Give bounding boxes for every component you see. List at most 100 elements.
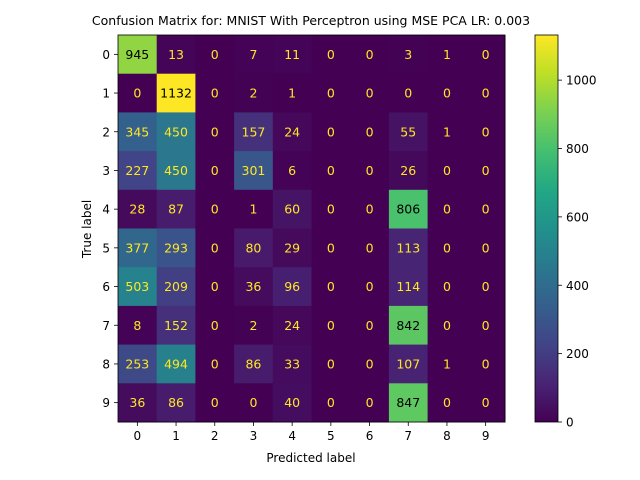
cell-value-3-4: 6: [288, 163, 296, 178]
heatmap-cell-7-7: [388, 305, 429, 346]
cell-value-0-9: 0: [482, 47, 490, 62]
cell-value-8-4: 33: [284, 356, 300, 371]
cell-value-0-1: 13: [168, 47, 184, 62]
colorbar-tick-label: 0: [566, 416, 574, 430]
heatmap-cell-1-5: [311, 73, 351, 113]
heatmap-cell-7-6: [350, 305, 390, 346]
cell-value-4-1: 87: [168, 202, 184, 217]
cell-value-3-3: 301: [242, 163, 266, 178]
heatmap-cell-8-0: [118, 344, 158, 384]
heatmap-cell-8-6: [350, 344, 390, 384]
cell-value-7-2: 0: [211, 318, 219, 333]
heatmap-cell-5-3: [234, 228, 274, 268]
colorbar-tick-label: 600: [566, 210, 589, 224]
heatmap-cell-8-7: [388, 344, 429, 384]
heatmap-cell-7-3: [234, 305, 274, 346]
y-tick-label: 5: [102, 241, 110, 255]
cell-value-8-8: 1: [443, 356, 451, 371]
heatmap-cell-8-3: [234, 344, 274, 384]
heatmap-cell-7-1: [156, 305, 196, 346]
heatmap-cell-0-3: [234, 35, 274, 75]
cell-value-3-0: 227: [125, 163, 149, 178]
colorbar-tick-label: 200: [566, 347, 589, 361]
cell-value-6-9: 0: [482, 279, 490, 294]
heatmap-cell-0-8: [427, 35, 467, 75]
heatmap-cell-0-7: [388, 35, 429, 75]
heatmap-cell-6-0: [118, 267, 158, 307]
cell-value-9-7: 847: [396, 395, 420, 410]
heatmap-cell-7-4: [272, 305, 312, 346]
heatmap-cell-1-6: [350, 73, 390, 113]
x-tick-label: 7: [404, 429, 412, 443]
heatmap-cell-9-7: [388, 383, 429, 423]
colorbar-tick-label: 400: [566, 279, 589, 293]
heatmap-cell-4-9: [466, 189, 506, 229]
cell-value-5-8: 0: [443, 240, 451, 255]
heatmap-cell-7-0: [118, 305, 158, 346]
heatmap-cell-1-1: [156, 73, 196, 113]
cell-value-0-5: 0: [327, 47, 335, 62]
cell-value-8-3: 86: [245, 356, 261, 371]
cell-value-9-5: 0: [327, 395, 335, 410]
heatmap-cell-3-6: [350, 151, 390, 191]
cell-value-6-3: 36: [245, 279, 261, 294]
cell-value-9-0: 36: [129, 395, 145, 410]
heatmap-cell-4-7: [388, 189, 429, 229]
cell-value-6-6: 0: [366, 279, 374, 294]
heatmap-cell-4-1: [156, 189, 196, 229]
heatmap-cell-5-4: [272, 228, 312, 268]
cell-value-2-7: 55: [400, 124, 416, 139]
cell-value-1-9: 0: [482, 86, 490, 101]
heatmap-cell-3-8: [427, 151, 467, 191]
heatmap-cell-6-4: [272, 267, 312, 307]
cell-value-7-8: 0: [443, 318, 451, 333]
cell-value-5-5: 0: [327, 240, 335, 255]
cell-value-3-9: 0: [482, 163, 490, 178]
cell-value-2-4: 24: [284, 124, 300, 139]
cell-value-1-4: 1: [288, 86, 296, 101]
heatmap-cell-2-2: [195, 112, 235, 152]
heatmap-cell-6-9: [466, 267, 506, 307]
cell-value-3-7: 26: [400, 163, 416, 178]
cell-value-7-7: 842: [396, 318, 420, 333]
x-tick-label: 1: [172, 429, 180, 443]
heatmap-cell-1-2: [195, 73, 235, 113]
x-tick-label: 4: [288, 429, 296, 443]
heatmap-cell-4-5: [311, 189, 351, 229]
cell-value-8-5: 0: [327, 356, 335, 371]
heatmap-cell-7-2: [195, 305, 235, 346]
heatmap-cell-6-6: [350, 267, 390, 307]
heatmap-cell-5-1: [156, 228, 196, 268]
heatmap-cell-4-0: [118, 189, 158, 229]
heatmap-cell-6-1: [156, 267, 196, 307]
cell-value-4-5: 0: [327, 202, 335, 217]
heatmap-cell-8-9: [466, 344, 506, 384]
heatmap-cell-5-9: [466, 228, 506, 268]
cell-value-5-3: 80: [245, 240, 261, 255]
cell-value-1-1: 1132: [160, 86, 192, 101]
cell-value-6-4: 96: [284, 279, 300, 294]
heatmap-cell-8-4: [272, 344, 312, 384]
heatmap-cell-2-5: [311, 112, 351, 152]
cell-value-8-0: 253: [125, 356, 149, 371]
cell-value-2-0: 345: [125, 124, 149, 139]
cell-value-9-4: 40: [284, 395, 300, 410]
y-axis-label: True label: [80, 200, 94, 259]
heatmap-cell-5-6: [350, 228, 390, 268]
heatmap-cell-5-5: [311, 228, 351, 268]
cell-value-0-0: 945: [125, 47, 149, 62]
cell-value-8-9: 0: [482, 356, 490, 371]
heatmap-cell-3-5: [311, 151, 351, 191]
cell-value-6-7: 114: [396, 279, 420, 294]
heatmap-cell-5-7: [388, 228, 429, 268]
x-axis-label: Predicted label: [266, 451, 355, 465]
cell-value-0-8: 1: [443, 47, 451, 62]
heatmap-cell-6-8: [427, 267, 467, 307]
heatmap-cell-3-9: [466, 151, 506, 191]
cell-value-9-3: 0: [249, 395, 257, 410]
cell-value-9-8: 0: [443, 395, 451, 410]
heatmap-cells: [118, 35, 506, 423]
x-tick-label: 2: [211, 429, 219, 443]
heatmap-cell-2-8: [427, 112, 467, 152]
